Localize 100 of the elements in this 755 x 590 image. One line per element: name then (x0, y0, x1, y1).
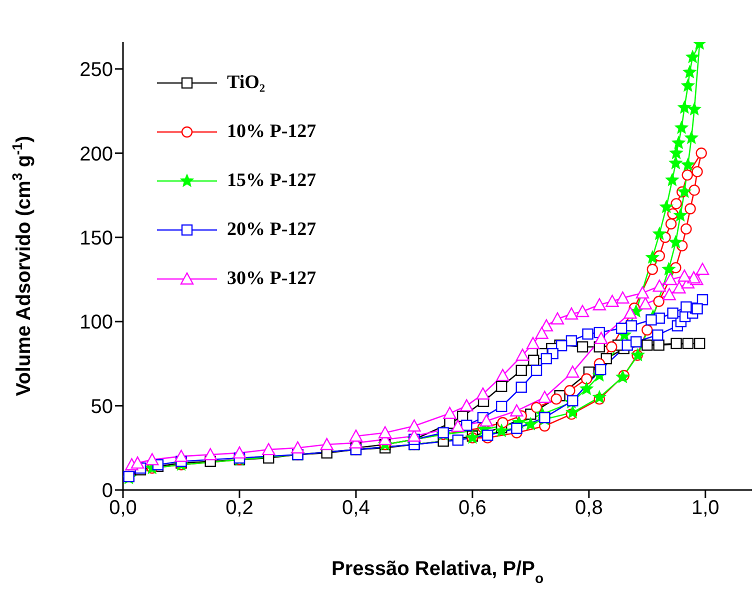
point (130, 456, 144, 469)
point (687, 271, 700, 284)
y-tick-label: 150 (80, 227, 113, 250)
y-tick-label: 200 (80, 143, 113, 166)
point (494, 424, 508, 437)
point (476, 387, 490, 400)
legend-label: 20% P-127 (227, 218, 316, 240)
point (580, 373, 592, 384)
point (653, 296, 664, 307)
legend-label: 10% P-127 (227, 120, 316, 142)
point (496, 368, 510, 382)
point (642, 324, 653, 336)
y-tick-label: 50 (90, 396, 113, 418)
point (652, 280, 666, 292)
point (680, 223, 692, 235)
point (636, 286, 650, 299)
point (516, 364, 527, 376)
legend-label: 30% P-127 (227, 268, 316, 290)
point (646, 314, 657, 326)
point (232, 446, 246, 459)
point (443, 406, 456, 419)
point (592, 390, 606, 404)
point (653, 340, 664, 351)
x-tick-label: 0,6 (458, 497, 486, 520)
point (664, 272, 678, 286)
point (550, 312, 564, 324)
point (535, 326, 548, 339)
point (496, 400, 508, 412)
point (681, 158, 695, 171)
point (626, 320, 638, 332)
point (461, 420, 472, 431)
point (652, 227, 666, 240)
point (674, 120, 688, 134)
x-axis-title: Pressão Relativa, P/P$_{o}$ (331, 558, 544, 586)
point (378, 426, 392, 438)
point (516, 382, 527, 393)
point (582, 328, 594, 340)
point (526, 336, 540, 350)
x-tick-label: 0,8 (575, 497, 603, 520)
x-tick-label: 0,4 (342, 497, 370, 520)
x-tick-label: 0,0 (109, 497, 137, 520)
point (696, 262, 710, 275)
point (694, 338, 706, 350)
y-tick-label: 100 (80, 312, 113, 334)
point (683, 65, 696, 78)
point (452, 434, 464, 446)
point (674, 208, 687, 222)
point (146, 453, 159, 466)
legend-label: TiO₂ (227, 72, 266, 94)
point (510, 404, 524, 416)
point (349, 430, 363, 442)
point (678, 270, 692, 282)
point (566, 406, 580, 418)
point (530, 402, 542, 414)
point (688, 184, 700, 196)
point (638, 297, 652, 310)
point (566, 335, 578, 346)
point (688, 102, 701, 116)
point (616, 322, 628, 334)
point (564, 385, 576, 396)
legend-label: 15% P-127 (227, 170, 316, 192)
point (646, 264, 658, 275)
point (594, 332, 608, 344)
point (681, 78, 695, 92)
point (682, 338, 694, 350)
point (482, 430, 494, 441)
x-tick-label: 1,0 (692, 497, 720, 520)
point (511, 422, 522, 434)
point (594, 364, 606, 376)
point (662, 262, 676, 276)
point (652, 329, 664, 341)
point (678, 100, 692, 114)
point (262, 442, 276, 456)
point (642, 340, 653, 351)
point (669, 236, 682, 248)
point (672, 281, 686, 294)
point (666, 173, 679, 186)
point (576, 341, 588, 352)
point (291, 441, 304, 454)
point (408, 419, 421, 432)
point (174, 450, 188, 462)
point (606, 341, 618, 352)
point (540, 353, 552, 364)
point (670, 146, 683, 159)
point (592, 298, 606, 310)
point (616, 291, 630, 304)
point (662, 288, 676, 300)
point (320, 438, 334, 450)
point (680, 301, 692, 313)
point (670, 198, 682, 210)
point (624, 306, 637, 319)
point (408, 430, 421, 442)
point (667, 308, 678, 319)
point (497, 417, 508, 428)
point (550, 393, 562, 405)
point (669, 156, 682, 169)
point (538, 390, 552, 403)
point (684, 203, 696, 214)
point (670, 338, 682, 350)
point (528, 354, 540, 366)
